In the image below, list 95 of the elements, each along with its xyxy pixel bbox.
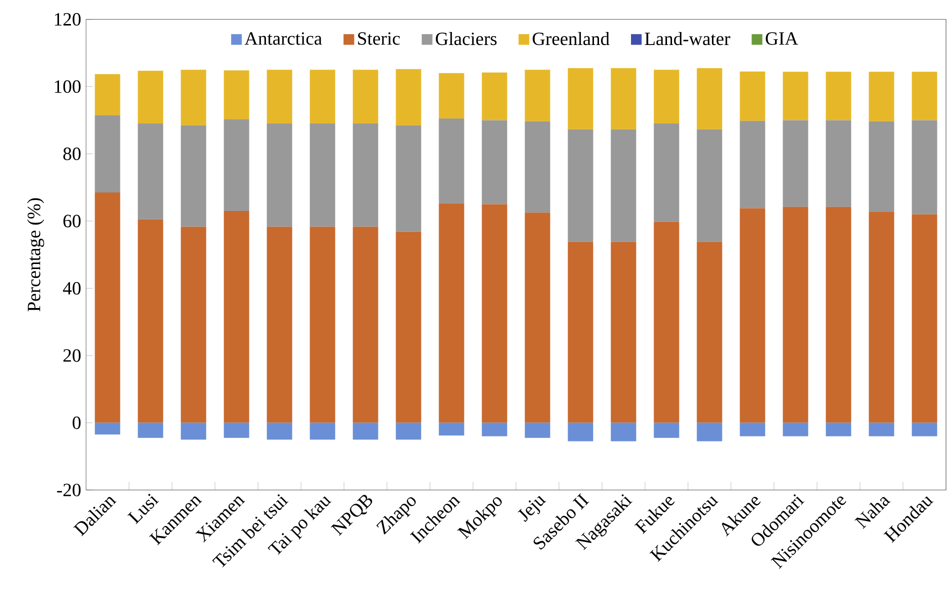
bar xyxy=(654,70,680,124)
bar xyxy=(912,120,938,214)
bar xyxy=(352,124,378,227)
bar xyxy=(310,124,336,227)
bar xyxy=(352,70,378,124)
bar xyxy=(524,121,550,213)
bar xyxy=(180,226,206,423)
bar xyxy=(94,74,120,116)
bar xyxy=(266,70,292,124)
bar xyxy=(740,422,766,436)
legend-label: Steric xyxy=(358,32,400,45)
bar xyxy=(610,242,636,423)
bar xyxy=(868,121,894,212)
bar xyxy=(826,422,852,436)
bar xyxy=(266,226,292,423)
bar xyxy=(568,129,594,242)
bar xyxy=(138,70,164,124)
bar xyxy=(912,214,938,423)
bar xyxy=(180,422,206,440)
y-axis-title: Percentage (%) xyxy=(27,198,44,312)
bar xyxy=(568,422,594,442)
bar xyxy=(396,69,422,126)
bar xyxy=(654,124,680,222)
bar xyxy=(912,72,938,120)
bar xyxy=(654,222,680,423)
bar xyxy=(782,206,808,423)
bar xyxy=(138,422,164,438)
y-tick-label: 120 xyxy=(54,13,81,26)
bar xyxy=(782,422,808,436)
bar xyxy=(438,203,464,423)
bar xyxy=(654,422,680,438)
legend-label: Land-water xyxy=(644,32,730,46)
legend-label: Glaciers xyxy=(436,32,497,46)
bar xyxy=(438,422,464,436)
bar xyxy=(310,226,336,423)
bar xyxy=(868,422,894,436)
bar xyxy=(224,119,250,211)
bar xyxy=(696,129,722,242)
y-tick-label: 40 xyxy=(62,282,81,295)
bar xyxy=(696,242,722,423)
bar xyxy=(310,70,336,124)
bar xyxy=(524,70,550,122)
bar xyxy=(94,192,120,423)
bar xyxy=(266,422,292,440)
bar xyxy=(696,422,722,442)
bar xyxy=(524,212,550,423)
bar xyxy=(610,422,636,442)
bar xyxy=(482,422,508,436)
bar xyxy=(868,212,894,423)
bar xyxy=(138,219,164,423)
bar xyxy=(180,70,206,126)
bar xyxy=(482,120,508,204)
bar xyxy=(224,210,250,423)
bar xyxy=(740,71,766,121)
bar xyxy=(826,120,852,207)
bar xyxy=(826,206,852,423)
bar xyxy=(352,422,378,440)
bar xyxy=(396,422,422,440)
bar xyxy=(94,115,120,192)
bar xyxy=(826,72,852,120)
bar xyxy=(782,72,808,120)
bar xyxy=(482,72,508,120)
bar xyxy=(396,125,422,232)
bar xyxy=(310,422,336,440)
bar xyxy=(782,120,808,207)
bar xyxy=(180,125,206,227)
legend-label: Greenland xyxy=(532,32,610,46)
legend-label: Antarctica xyxy=(244,32,322,45)
y-tick-label: 0 xyxy=(72,416,81,430)
bar xyxy=(138,124,164,220)
y-tick-label: -20 xyxy=(57,484,81,496)
y-tick-label: 60 xyxy=(63,214,81,228)
bar xyxy=(266,124,292,227)
bar xyxy=(912,422,938,436)
bar xyxy=(438,118,464,204)
y-tick-label: 20 xyxy=(63,349,81,362)
bar xyxy=(740,120,766,208)
bar xyxy=(568,242,594,423)
bar xyxy=(740,208,766,423)
bar xyxy=(352,226,378,423)
y-tick-label: 100 xyxy=(54,80,81,93)
bar xyxy=(438,73,464,119)
bar xyxy=(482,204,508,423)
bar xyxy=(224,422,250,438)
bar xyxy=(610,68,636,130)
legend-label: GIA xyxy=(766,32,798,45)
bar xyxy=(610,129,636,242)
bar xyxy=(868,72,894,122)
y-tick-label: 80 xyxy=(63,148,81,160)
bar xyxy=(396,232,422,423)
bar xyxy=(524,422,550,438)
bar xyxy=(224,70,250,120)
bar xyxy=(696,68,722,130)
bar xyxy=(568,68,594,130)
bar xyxy=(94,422,120,435)
